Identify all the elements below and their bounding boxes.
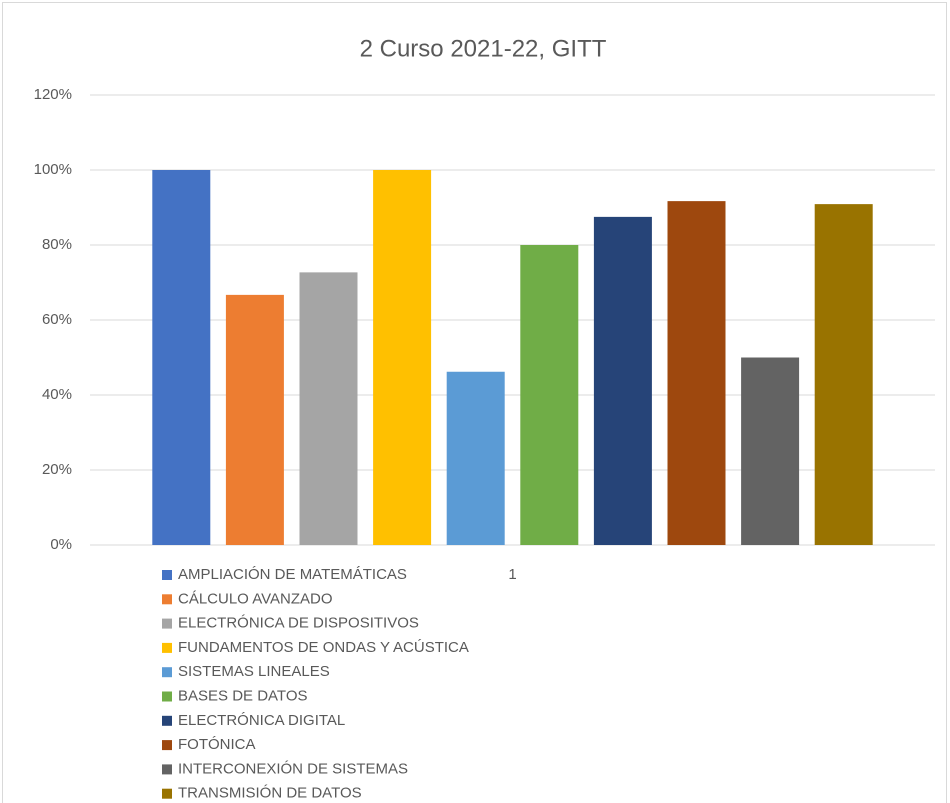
chart-title: 2 Curso 2021-22, GITT [360, 35, 607, 62]
legend-swatch [162, 764, 172, 775]
bar [446, 371, 505, 545]
legend-swatch [162, 594, 172, 605]
bar [741, 357, 800, 545]
bar [225, 294, 284, 545]
bar [593, 216, 652, 545]
legend-label: FUNDAMENTOS DE ONDAS Y ACÚSTICA [178, 639, 469, 656]
legend-label: AMPLIACIÓN DE MATEMÁTICAS [178, 566, 407, 583]
legend-swatch [162, 618, 172, 629]
y-tick-label: 80% [42, 236, 72, 253]
legend-label: TRANSMISIÓN DE DATOS [178, 785, 362, 802]
bar [299, 272, 358, 545]
y-tick-label: 40% [42, 386, 72, 403]
legend-swatch [162, 788, 172, 799]
legend-label: CÁLCULO AVANZADO [178, 590, 332, 607]
legend-swatch [162, 691, 172, 702]
legend-swatch [162, 740, 172, 751]
y-tick-label: 20% [42, 461, 72, 478]
legend-label: ELECTRÓNICA DIGITAL [178, 712, 345, 729]
bar [520, 245, 579, 545]
bar [152, 170, 211, 545]
y-tick-label: 120% [34, 86, 72, 103]
y-tick-label: 100% [34, 161, 72, 178]
y-tick-label: 60% [42, 311, 72, 328]
legend-swatch [162, 642, 172, 653]
legend-swatch [162, 570, 172, 580]
y-tick-label: 0% [50, 536, 72, 553]
legend-label: INTERCONEXIÓN DE SISTEMAS [178, 760, 408, 777]
bar [814, 204, 873, 545]
x-tick-label: 1 [508, 566, 516, 583]
legend-label: SISTEMAS LINEALES [178, 663, 330, 680]
legend-swatch [162, 715, 172, 726]
legend-label: FOTÓNICA [178, 736, 256, 753]
legend-label: ELECTRÓNICA DE DISPOSITIVOS [178, 615, 419, 632]
bar [667, 201, 726, 545]
legend-swatch [162, 667, 172, 678]
bar [373, 170, 432, 545]
legend-label: BASES DE DATOS [178, 687, 308, 704]
